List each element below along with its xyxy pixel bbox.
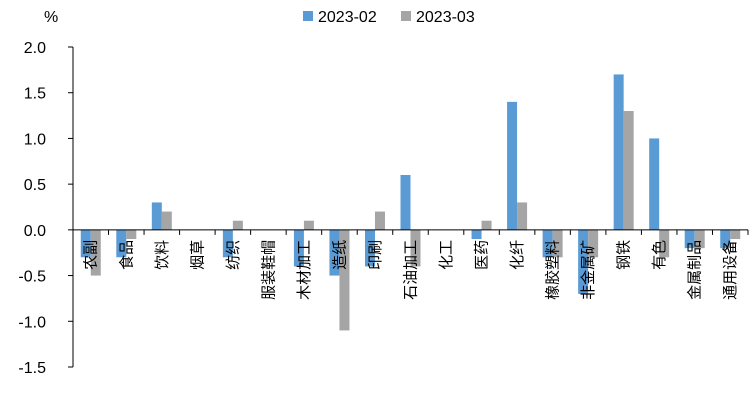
- legend-swatch-2023-03: [401, 11, 411, 21]
- bar-2023-02-有色: [649, 138, 660, 230]
- bars: [80, 74, 741, 331]
- bar-2023-02-橡胶塑料: [542, 229, 553, 258]
- bar-2023-02-农副: [80, 229, 91, 258]
- category-label: 烟草: [188, 240, 206, 270]
- y-tick-label: -1.0: [18, 314, 46, 331]
- bar-2023-03-通用设备: [730, 229, 741, 239]
- legend-label-2023-02: 2023-02: [318, 9, 377, 26]
- bar-2023-03-食品: [126, 229, 137, 239]
- y-tick-label: 1.0: [24, 131, 46, 148]
- legend-label-2023-03: 2023-03: [416, 9, 475, 26]
- category-label: 化工: [437, 240, 455, 270]
- category-label: 服装鞋帽: [259, 240, 277, 300]
- category-label: 金属制品: [686, 240, 704, 300]
- bar-2023-02-饮料: [151, 202, 162, 230]
- bar-2023-03-钢铁: [623, 111, 634, 230]
- bar-2023-03-非金属矿: [588, 229, 599, 258]
- category-label: 木材加工: [295, 240, 313, 300]
- bar-2023-02-钢铁: [613, 74, 624, 230]
- bar-2023-03-农副: [90, 229, 101, 276]
- bar-2023-03-金属制品: [694, 229, 705, 249]
- legend-swatch-2023-02: [303, 11, 313, 21]
- y-tick-label: -0.5: [18, 269, 46, 286]
- bar-2023-03-化纤: [517, 202, 528, 230]
- legend: 2023-02 2023-03: [303, 9, 475, 26]
- y-tick-label: -1.5: [18, 360, 46, 377]
- category-label: 石油加工: [402, 240, 420, 300]
- bar-2023-03-有色: [659, 229, 670, 258]
- bar-2023-03-饮料: [161, 211, 172, 230]
- category-label: 橡胶塑料: [544, 240, 562, 300]
- bar-2023-02-纺织: [222, 229, 233, 258]
- y-tick-label: 0.0: [24, 223, 46, 240]
- category-label: 印刷: [366, 240, 384, 270]
- bar-2023-03-纺织: [232, 220, 243, 230]
- category-label: 非金属矿: [579, 240, 597, 300]
- x-axis: [72, 229, 749, 235]
- bar-2023-02-化纤: [507, 101, 518, 230]
- bar-2023-02-医药: [471, 229, 482, 239]
- category-label: 纺织: [224, 240, 242, 270]
- category-label: 医药: [473, 240, 491, 270]
- bar-2023-02-食品: [116, 229, 127, 258]
- bar-2023-02-造纸: [329, 229, 340, 276]
- category-label: 钢铁: [615, 240, 633, 270]
- category-labels: 农副 食品 饮料 烟草 纺织 服装鞋帽 木材加工 造纸 印刷 石油加工 化工 医药 化纤 橡胶塑料 非金属矿…: [82, 240, 739, 300]
- bar-2023-02-木材加工: [293, 229, 304, 267]
- bar-2023-02-金属制品: [684, 229, 695, 249]
- y-tick-label: 0.5: [24, 177, 46, 194]
- bar-2023-03-印刷: [374, 211, 385, 230]
- bar-2023-02-印刷: [364, 229, 375, 267]
- bar-2023-03-木材加工: [303, 220, 314, 230]
- y-axis: 2.0 1.5 1.0 0.5 0.0 -0.5 -1.0 -1.5: [18, 40, 74, 377]
- y-tick-label: 1.5: [24, 86, 46, 103]
- category-label: 有色: [650, 240, 668, 270]
- bar-2023-03-造纸: [339, 229, 350, 331]
- category-label: 化纤: [508, 240, 526, 270]
- y-unit-label: %: [44, 9, 58, 26]
- bar-2023-02-非金属矿: [578, 229, 589, 294]
- bar-2023-03-石油加工: [410, 229, 421, 267]
- category-label: 造纸: [330, 240, 348, 270]
- category-label: 食品: [117, 240, 135, 270]
- category-label: 饮料: [153, 240, 171, 270]
- bar-2023-02-通用设备: [720, 229, 731, 249]
- y-tick-label: 2.0: [24, 40, 46, 57]
- bar-2023-03-橡胶塑料: [552, 229, 563, 258]
- category-label: 通用设备: [721, 240, 739, 300]
- category-label: 农副: [82, 240, 100, 270]
- bar-2023-02-石油加工: [400, 175, 411, 230]
- bar-2023-03-医药: [481, 220, 492, 230]
